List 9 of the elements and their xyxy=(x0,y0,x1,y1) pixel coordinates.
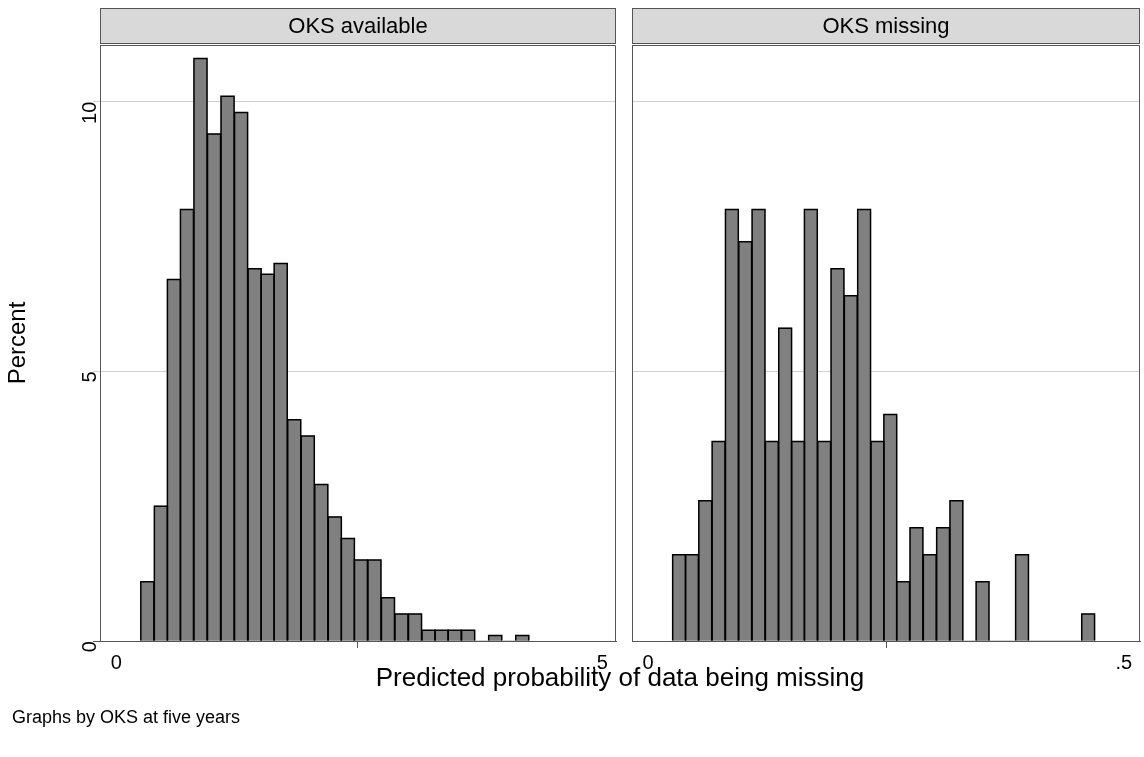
chart-title: OKS available xyxy=(100,8,616,44)
y-tick-label: 5 xyxy=(77,371,100,383)
y-tick-label: 10 xyxy=(77,101,100,124)
text: Graphs by OKS at five years xyxy=(12,707,241,728)
x-tick-label: .5 xyxy=(1115,650,1133,673)
chart-title: OKS missing xyxy=(632,8,1140,44)
y-tick-label: 0 xyxy=(77,641,100,653)
x-tick-label: 0 xyxy=(110,650,122,673)
y-axis-title: Percent xyxy=(3,301,31,385)
